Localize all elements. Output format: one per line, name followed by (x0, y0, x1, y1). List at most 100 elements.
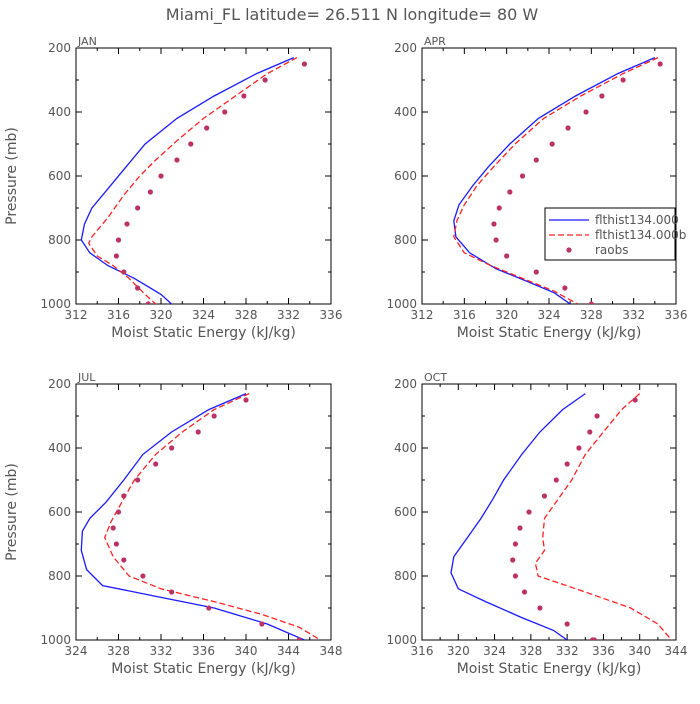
x-tick-label: 328 (107, 644, 130, 658)
raobs-point (211, 413, 217, 419)
raobs-point (657, 61, 663, 67)
y-tick-label: 600 (394, 505, 417, 519)
x-tick-label: 324 (538, 308, 561, 322)
series-line-flthist134-000 (450, 393, 586, 640)
x-tick-label: 316 (107, 308, 130, 322)
x-tick-label: 312 (411, 308, 434, 322)
y-tick-label: 200 (48, 377, 71, 391)
x-tick-label: 344 (665, 644, 688, 658)
panel-label: APR (424, 35, 446, 48)
data-series-group (450, 393, 672, 640)
x-tick-label: 332 (150, 644, 173, 658)
x-tick-label: 328 (235, 308, 258, 322)
legend-entry-label: raobs (595, 243, 629, 257)
legend-entry-label: flthist134.000 (595, 213, 679, 227)
raobs-point (564, 621, 570, 627)
x-tick-label: 348 (320, 644, 343, 658)
raobs-point (533, 269, 539, 275)
raobs-point (537, 605, 543, 611)
figure-title: Miami_FL latitude= 26.511 N longitude= 8… (166, 5, 539, 25)
y-tick-label: 200 (394, 377, 417, 391)
y-tick-label: 1000 (386, 633, 417, 647)
y-tick-label: 400 (48, 105, 71, 119)
raobs-point (588, 301, 594, 304)
y-tick-label: 600 (48, 169, 71, 183)
panel-label: OCT (424, 371, 447, 384)
raobs-point (587, 429, 593, 435)
y-tick-label: 800 (48, 569, 71, 583)
chart-panel-jul: 324 328 332 336 340 344 348 200 400 600 800 1000 JUL… (4, 371, 342, 677)
raobs-point (562, 285, 568, 291)
raobs-point (124, 221, 130, 227)
raobs-point (512, 573, 519, 579)
raobs-point (145, 301, 151, 304)
x-tick-label: 328 (519, 644, 542, 658)
data-series-group (80, 57, 308, 304)
y-tick-label: 400 (48, 441, 71, 455)
raobs-point (576, 445, 582, 451)
raobs-point (517, 525, 523, 531)
x-tick-label: 324 (65, 644, 88, 658)
raobs-point (169, 589, 175, 595)
raobs-point (594, 413, 600, 419)
x-tick-label: 320 (495, 308, 518, 322)
raobs-point (140, 573, 146, 579)
data-series-group (453, 57, 663, 304)
raobs-point (591, 637, 597, 640)
raobs-point (115, 509, 122, 515)
legend-entry-label: flthist134.000b (595, 228, 686, 242)
x-tick-label: 336 (320, 308, 343, 322)
raobs-point (493, 237, 499, 243)
raobs-point (243, 397, 249, 403)
panels: 312 316 320 324 328 332 336 200 400 600 800 1000 JAN… (4, 35, 687, 677)
raobs-point (510, 557, 516, 563)
raobs-point (491, 221, 497, 227)
series-line-flthist134-000b (534, 393, 672, 640)
x-tick-label: 324 (192, 308, 215, 322)
x-tick-label: 340 (628, 644, 651, 658)
series-line-flthist134-000 (80, 393, 305, 640)
raobs-point (519, 173, 526, 179)
raobs-point (135, 205, 141, 211)
data-series-group (80, 393, 321, 640)
legend-box (544, 207, 676, 261)
raobs-point (564, 461, 570, 467)
raobs-point (174, 157, 180, 163)
chart-panel-jan: 312 316 320 324 328 332 336 200 400 600 800 1000 JAN… (4, 35, 342, 341)
raobs-point (113, 253, 119, 259)
x-axis-label: Moist Static Energy (kJ/kg) (457, 661, 642, 677)
raobs-point (599, 93, 605, 99)
raobs-point (553, 477, 559, 483)
raobs-point (206, 605, 212, 611)
chart-panel-oct: 316 320 324 328 332 336 340 344 200 400 600 800 1000… (386, 371, 687, 677)
x-tick-label: 312 (65, 308, 88, 322)
y-tick-label: 400 (394, 441, 417, 455)
y-tick-label: 800 (394, 233, 417, 247)
raobs-point (169, 445, 175, 451)
series-line-flthist134-000b (453, 57, 659, 304)
series-line-flthist134-000b (103, 393, 321, 640)
x-tick-label: 332 (622, 308, 645, 322)
raobs-point (195, 429, 201, 435)
y-axis-label: Pressure (mb) (4, 463, 20, 561)
raobs-point (135, 285, 141, 291)
raobs-point (583, 109, 589, 115)
x-tick-label: 320 (447, 644, 470, 658)
raobs-point (533, 157, 539, 163)
x-tick-label: 328 (580, 308, 603, 322)
raobs-point (496, 205, 502, 211)
y-tick-label: 800 (48, 233, 71, 247)
raobs-point (115, 237, 122, 243)
raobs-point (301, 61, 308, 67)
raobs-point (121, 493, 127, 499)
raobs-point (113, 541, 119, 547)
panel-label: JUL (77, 371, 96, 384)
raobs-point (632, 397, 638, 403)
x-tick-label: 336 (192, 644, 215, 658)
raobs-point (147, 189, 153, 195)
raobs-point (262, 77, 268, 83)
raobs-point (526, 509, 532, 515)
raobs-point (153, 461, 159, 467)
